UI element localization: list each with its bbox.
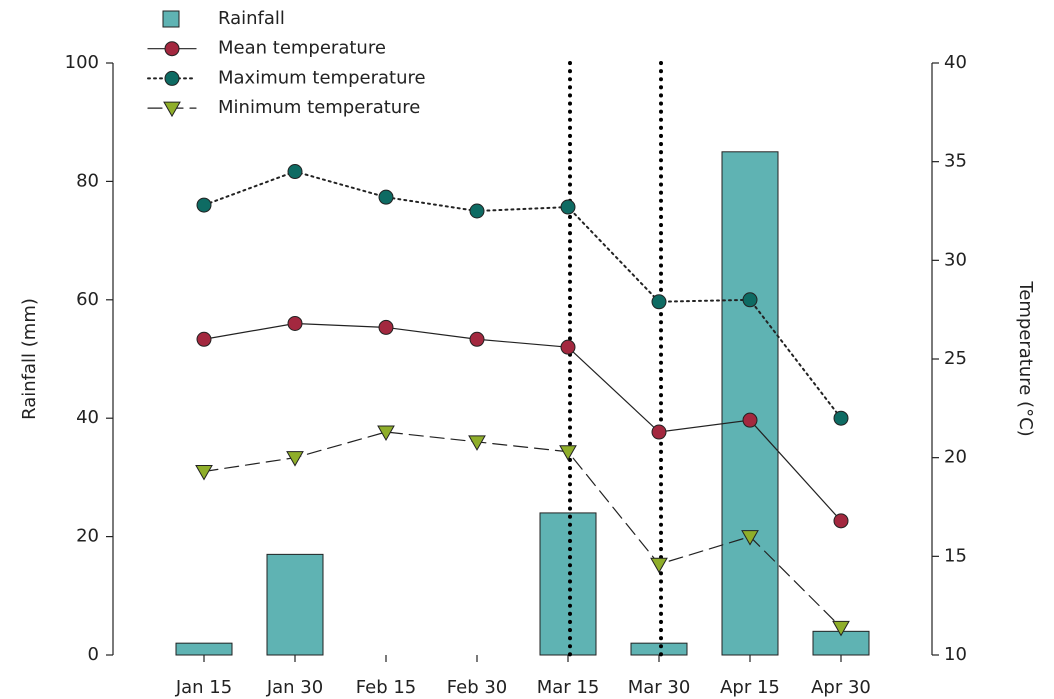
marker (559, 445, 577, 461)
marker (469, 203, 485, 219)
marker (742, 412, 758, 428)
y2-tick-label: 10 (944, 644, 967, 665)
marker (651, 294, 667, 310)
bar (630, 642, 688, 656)
marker (469, 331, 485, 347)
marker (196, 331, 212, 347)
marker (287, 315, 303, 331)
bar (175, 642, 233, 656)
x-tick-label: Jan 30 (266, 677, 323, 698)
legend-marker (164, 70, 180, 86)
marker (468, 435, 486, 451)
x-tick-label: Apr 30 (811, 677, 871, 698)
x-tick-label: Apr 15 (720, 677, 780, 698)
y-axis-label: Rainfall (mm) (19, 298, 40, 420)
legend-marker (163, 101, 181, 118)
y2-tick-label: 25 (944, 348, 967, 369)
x-tick-label: Feb 15 (356, 677, 417, 698)
x-tick-label: Jan 15 (175, 677, 232, 698)
y-tick-label: 0 (88, 644, 99, 665)
y-tick-label: 20 (76, 526, 99, 547)
bar (266, 553, 324, 656)
marker (195, 464, 213, 481)
line (203, 322, 842, 522)
marker (742, 292, 758, 308)
y-tick-label: 40 (76, 407, 99, 428)
marker (650, 557, 668, 574)
x-tick-label: Mar 15 (537, 677, 600, 698)
y2-tick-label: 20 (944, 447, 967, 468)
line (203, 170, 842, 420)
marker (378, 189, 394, 205)
y2-tick-label: 30 (944, 249, 967, 270)
legend-label: Minimum temperature (218, 97, 420, 118)
marker (287, 164, 303, 180)
marker (378, 319, 394, 335)
y2-tick-label: 35 (944, 151, 967, 172)
y-tick-label: 80 (76, 170, 99, 191)
legend-marker (164, 41, 180, 57)
marker (651, 424, 667, 440)
y2-tick-label: 40 (944, 52, 967, 73)
y2-tick-label: 15 (944, 545, 967, 566)
legend-label: Mean temperature (218, 38, 386, 59)
y-tick-label: 100 (65, 52, 99, 73)
marker (560, 339, 576, 355)
marker (286, 451, 304, 467)
x-tick-label: Feb 30 (447, 677, 508, 698)
marker (560, 199, 576, 215)
marker (833, 410, 849, 426)
legend-swatch (162, 10, 180, 28)
marker (833, 513, 849, 529)
legend-label: Rainfall (218, 8, 285, 29)
bar (539, 512, 597, 656)
x-tick-label: Mar 30 (628, 677, 691, 698)
marker (741, 530, 759, 546)
marker (196, 197, 212, 213)
legend-label: Maximum temperature (218, 67, 426, 88)
y-tick-label: 60 (76, 289, 99, 310)
y2-axis-label: Temperature (°C) (1015, 280, 1036, 436)
marker (377, 425, 395, 442)
bar (721, 151, 779, 656)
marker (832, 620, 850, 637)
line (203, 431, 842, 628)
